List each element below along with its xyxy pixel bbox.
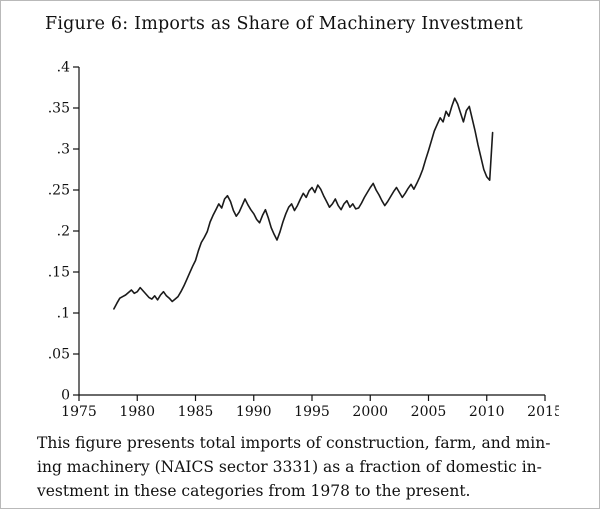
chart-area: 0 .05 .1 .15 .2 .25 .3 .35 .4 1975 1980 1985 1990 199… <box>37 53 563 429</box>
caption-line: This figure presents total imports of co… <box>37 434 551 452</box>
caption-line: ing machinery (NAICS sector 3331) as a f… <box>37 458 542 476</box>
y-tick-label: .1 <box>57 306 70 322</box>
x-tick-label: 2015 <box>527 404 559 420</box>
y-tick-label: .15 <box>48 265 70 281</box>
y-tick-label: .35 <box>48 101 70 117</box>
figure-title: Figure 6: Imports as Share of Machinery … <box>45 14 523 34</box>
caption-line: vestment in these categories from 1978 t… <box>37 482 471 500</box>
x-tick-label: 1985 <box>178 404 214 420</box>
y-tick-label: .3 <box>57 142 70 158</box>
x-tick-label: 1990 <box>236 404 272 420</box>
y-tick-label: .25 <box>48 183 70 199</box>
x-tick-label: 2000 <box>352 404 388 420</box>
y-tick-label: .2 <box>57 224 70 240</box>
x-tick-label: 1995 <box>294 404 330 420</box>
x-tick-label: 1975 <box>61 404 97 420</box>
x-tick-label: 2010 <box>469 404 505 420</box>
y-tick-label: .4 <box>57 60 70 76</box>
y-axis-ticks: 0 .05 .1 .15 .2 .25 .3 .35 .4 <box>48 60 79 404</box>
axes <box>78 67 545 396</box>
y-tick-label: .05 <box>48 347 70 363</box>
series-line <box>113 97 494 310</box>
figure-caption: This figure presents total imports of co… <box>37 431 569 503</box>
x-axis-ticks: 1975 1980 1985 1990 1995 2000 2005 2010 2015 <box>61 395 563 420</box>
x-tick-label: 2005 <box>411 404 447 420</box>
y-tick-label: 0 <box>61 388 70 404</box>
x-tick-label: 1980 <box>119 404 155 420</box>
line-chart-svg: 0 .05 .1 .15 .2 .25 .3 .35 .4 1975 1980 1985 1990 199… <box>48 60 563 421</box>
